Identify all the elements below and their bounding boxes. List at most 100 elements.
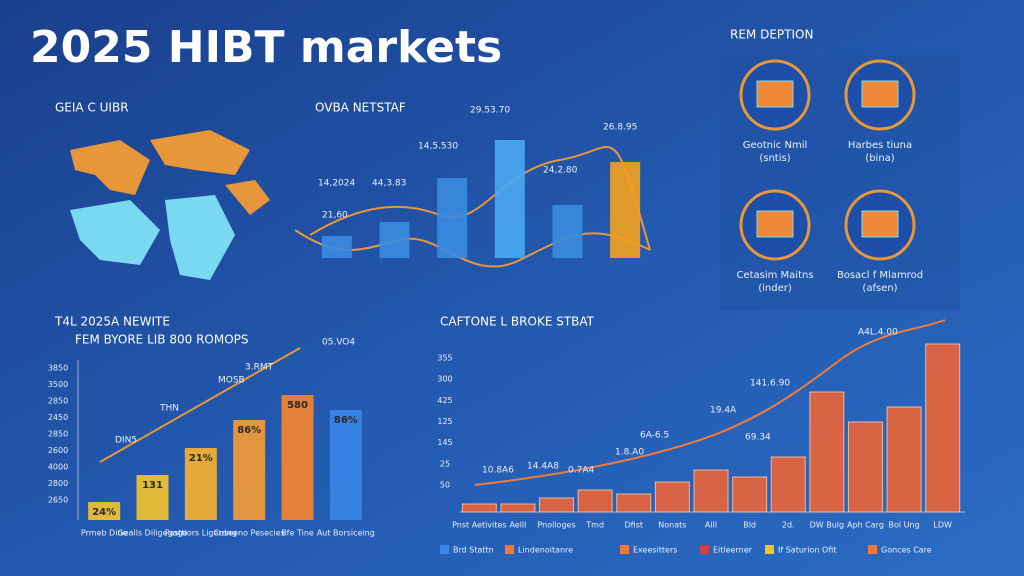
annotation: 26.8.95 xyxy=(603,123,637,133)
x-tick-label: Pnolloges xyxy=(537,521,575,530)
annotation: 44,3.83 xyxy=(372,179,406,189)
bar xyxy=(809,391,845,513)
bar xyxy=(437,178,468,258)
legend-swatch xyxy=(765,545,774,554)
icon-note: (afsen) xyxy=(862,283,897,294)
x-tick-label: Tmd xyxy=(585,521,604,530)
icon-building xyxy=(861,80,899,108)
bar xyxy=(654,481,690,513)
bar xyxy=(925,343,961,513)
trend-line xyxy=(294,229,651,268)
legend-label: Gonces Care xyxy=(881,546,932,555)
x-tick-label: Gealls Diligegage xyxy=(118,529,188,538)
x-tick-label: 2d. xyxy=(782,521,795,530)
bar xyxy=(136,475,169,520)
bar-label: 24% xyxy=(92,507,116,518)
y-axis-label: 2600 xyxy=(48,446,68,455)
chart-subtitle: FEM BYORE LIB 800 ROMOPS xyxy=(75,333,249,347)
icon-building xyxy=(861,210,899,238)
chart-title: OVBA NETSTAF xyxy=(315,101,406,115)
icon-label: Geotnic Nmil xyxy=(743,140,808,151)
x-tick-label: Aph Carg xyxy=(847,521,884,530)
bar xyxy=(500,503,536,513)
bar xyxy=(539,497,575,513)
annotation: 0.7A4 xyxy=(568,466,594,476)
x-tick-label: Dfist xyxy=(625,521,644,530)
x-tick-label: Bfe Tine xyxy=(281,529,314,538)
icon-note: (sntis) xyxy=(759,153,790,164)
annotation: 21,60 xyxy=(322,211,348,221)
x-tick-label: Pasttiors Ligerdng xyxy=(165,529,237,538)
legend-swatch xyxy=(700,545,709,554)
x-tick-label: Coseeno Pesecies xyxy=(214,529,285,538)
bar xyxy=(233,420,266,520)
y-axis-label: 3500 xyxy=(48,380,68,389)
y-axis-label: 355 xyxy=(437,354,452,363)
y-axis-label: 2650 xyxy=(48,496,68,505)
map-region xyxy=(70,140,150,195)
bar xyxy=(693,469,729,513)
map-label: GEIA C UIBR xyxy=(55,101,129,115)
bar-label: 580 xyxy=(287,400,308,411)
y-axis-label: 3850 xyxy=(48,364,68,373)
y-axis-label: 2850 xyxy=(48,430,68,439)
bar-label: 86% xyxy=(334,415,358,426)
map-region xyxy=(150,130,250,175)
bar xyxy=(329,410,362,520)
x-tick-label: Bol Ung xyxy=(888,521,919,530)
y-axis-label: 50 xyxy=(440,481,450,490)
legend-label: Lindenoitanre xyxy=(518,546,573,555)
annotation: 14.4A8 xyxy=(527,462,559,472)
bar xyxy=(281,395,314,520)
bar xyxy=(770,456,806,513)
y-axis-label: 300 xyxy=(437,375,452,384)
bar xyxy=(461,503,497,513)
page-title: 2025 HIBT markets xyxy=(30,22,502,73)
annotation: 14,5.530 xyxy=(418,142,458,152)
map-region xyxy=(165,195,235,280)
annotation: 141.6.90 xyxy=(750,379,790,389)
annotation: 6A-6.5 xyxy=(640,431,669,441)
y-axis-label: 25 xyxy=(440,459,450,468)
annotation: MOSB xyxy=(218,376,245,386)
icon-note: (inder) xyxy=(758,283,792,294)
bar xyxy=(379,222,410,258)
annotation: 69.34 xyxy=(745,433,771,443)
x-tick-label: Bld xyxy=(743,521,756,530)
x-tick-label: Nonats xyxy=(658,521,686,530)
legend-swatch xyxy=(620,545,629,554)
world-map xyxy=(70,130,270,280)
arrow-line xyxy=(99,347,301,463)
legend-swatch xyxy=(505,545,514,554)
x-tick-label: Aut Borsiceing xyxy=(317,529,375,538)
y-axis-label: 2450 xyxy=(48,413,68,422)
bar xyxy=(184,448,217,520)
annotation: DIN5 xyxy=(115,436,137,446)
x-tick-label: LDW xyxy=(933,521,952,530)
icon-label: Harbes tiuna xyxy=(848,140,912,151)
icon-label: Cetasim Maitns xyxy=(736,270,813,281)
y-axis-label: 125 xyxy=(437,417,452,426)
map-region xyxy=(225,180,270,215)
legend-swatch xyxy=(440,545,449,554)
legend-label: If Saturion Ofit xyxy=(778,546,836,555)
y-axis-label: 2800 xyxy=(48,479,68,488)
annotation: THN xyxy=(159,404,179,414)
chart-title: T4L 2025A NEWITE xyxy=(54,315,170,329)
x-tick-label: DW Bulg xyxy=(810,521,844,530)
chart-title: CAFTONE L BROKE STBAT xyxy=(440,315,595,329)
x-tick-label: Alll xyxy=(705,521,717,530)
annotation: A4L.4.00 xyxy=(858,328,898,338)
bar xyxy=(88,502,121,520)
annotation: 24,2.80 xyxy=(543,166,578,176)
icon-label: Bosacl f Mlamrod xyxy=(837,270,923,281)
legend-label: Brd Stattn xyxy=(453,546,494,555)
bar-label: 86% xyxy=(237,425,261,436)
x-tick-label: Aelll xyxy=(509,521,526,530)
legend-swatch xyxy=(868,545,877,554)
bar xyxy=(321,236,352,258)
bar xyxy=(552,205,583,258)
annotation: 3.RMT xyxy=(245,363,274,373)
bar xyxy=(886,406,922,513)
